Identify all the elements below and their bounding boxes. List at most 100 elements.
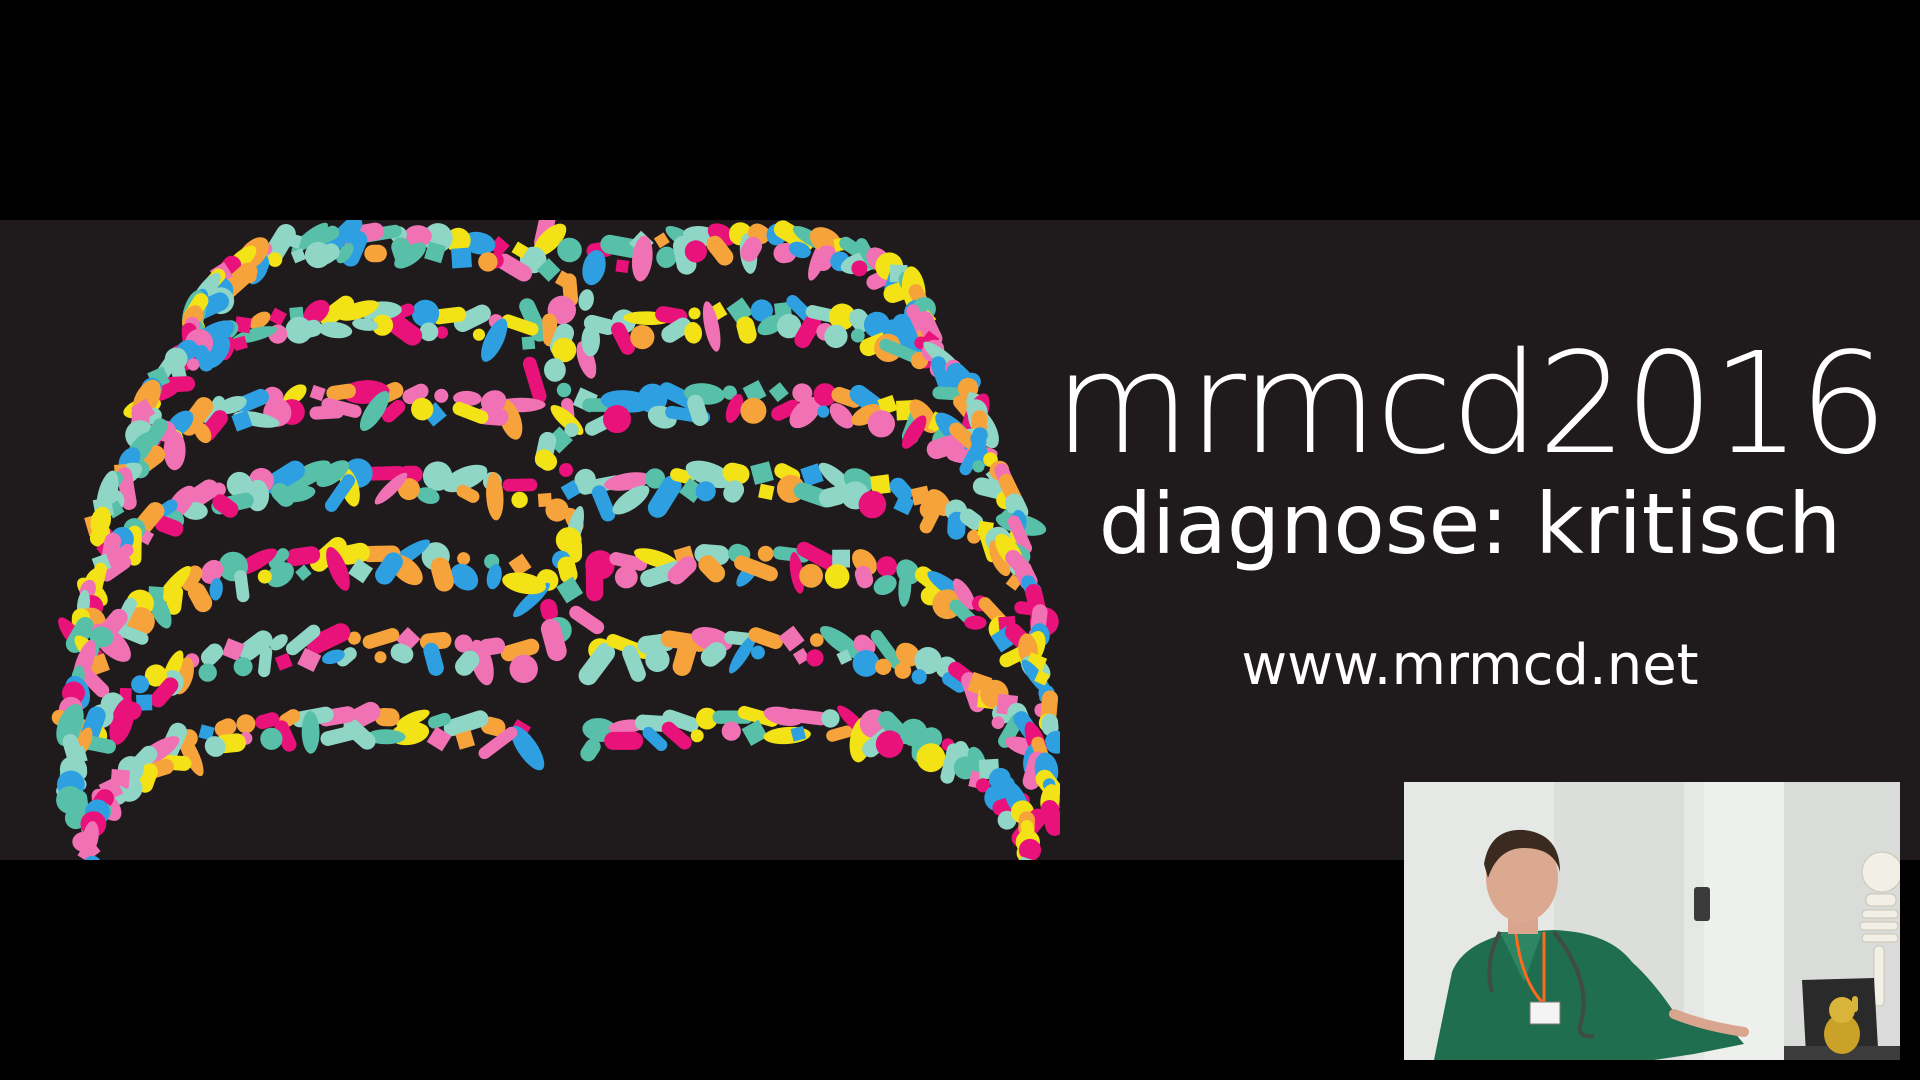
speaker-person bbox=[1434, 829, 1749, 1060]
pill-shape bbox=[337, 300, 379, 321]
pill-shape bbox=[796, 541, 838, 571]
pill-shape bbox=[609, 552, 648, 571]
pill-shape bbox=[702, 301, 721, 352]
pill-shape bbox=[647, 475, 682, 518]
pill-shape bbox=[742, 380, 767, 404]
pill-shape bbox=[154, 516, 184, 537]
pill-shape bbox=[165, 584, 184, 615]
pill-shape bbox=[768, 382, 789, 403]
pill-shape bbox=[940, 743, 961, 784]
pill-shape bbox=[809, 227, 842, 255]
pill-shape bbox=[486, 472, 504, 521]
pill-shape bbox=[916, 743, 946, 773]
pill-shape bbox=[234, 316, 252, 334]
pill-shape bbox=[672, 635, 698, 676]
pill-shape bbox=[870, 629, 903, 670]
pill-shape bbox=[789, 552, 805, 594]
pill-shape bbox=[826, 725, 853, 742]
pill-shape bbox=[578, 289, 594, 311]
pill-shape bbox=[578, 643, 616, 686]
pill-shape bbox=[306, 623, 351, 655]
pill-shape bbox=[364, 244, 387, 263]
pill-shape bbox=[214, 718, 237, 738]
pill-shape bbox=[622, 645, 646, 682]
pill-shape bbox=[374, 707, 400, 727]
pill-shape bbox=[684, 240, 708, 263]
pill-shape bbox=[508, 553, 532, 577]
pill-shape bbox=[268, 307, 287, 326]
pill-shape bbox=[734, 555, 778, 582]
pill-shape bbox=[667, 556, 697, 585]
pill-shape bbox=[870, 474, 891, 495]
pill-shape bbox=[502, 478, 538, 492]
pill-shape bbox=[576, 341, 597, 379]
pill-shape bbox=[326, 383, 356, 401]
pill-shape bbox=[348, 558, 374, 584]
pill-shape bbox=[914, 647, 942, 675]
pill-shape bbox=[318, 321, 353, 339]
pill-shape bbox=[832, 549, 851, 568]
pill-shape bbox=[411, 397, 434, 421]
pill-shape bbox=[144, 664, 167, 687]
pill-shape bbox=[266, 562, 294, 588]
pill-shape bbox=[411, 299, 440, 328]
pill-shape bbox=[1041, 713, 1059, 737]
pill-shape bbox=[316, 460, 350, 487]
pill-shape bbox=[451, 247, 472, 269]
pill-shape bbox=[792, 383, 813, 403]
pill-shape bbox=[559, 463, 573, 477]
pill-shape bbox=[794, 314, 821, 349]
pill-shape bbox=[728, 633, 757, 674]
pill-shape bbox=[792, 647, 810, 665]
pill-shape bbox=[430, 557, 454, 592]
pill-shape bbox=[501, 314, 539, 336]
pill-shape bbox=[585, 562, 604, 602]
pill-shape bbox=[274, 652, 293, 671]
pill-shape bbox=[187, 582, 213, 613]
pill-shape bbox=[481, 318, 508, 362]
pill-shape bbox=[695, 481, 716, 502]
pill-shape bbox=[453, 304, 491, 332]
pill-shape bbox=[789, 397, 821, 429]
pill-shape bbox=[818, 462, 853, 492]
pill-shape bbox=[303, 299, 330, 325]
pill-shape bbox=[478, 252, 498, 272]
pill-shape bbox=[852, 649, 880, 677]
pill-shape bbox=[582, 250, 606, 286]
pill-shape bbox=[591, 485, 616, 522]
pill-shape bbox=[1007, 515, 1033, 555]
pill-shape bbox=[234, 570, 250, 603]
pill-shape bbox=[374, 651, 387, 664]
pill-shape bbox=[824, 564, 850, 589]
event-url: www.mrmcd.net bbox=[1241, 633, 1699, 698]
pill-shape bbox=[751, 645, 765, 660]
pill-shape bbox=[519, 298, 548, 342]
pill-shape bbox=[391, 237, 414, 266]
pill-shape bbox=[540, 598, 559, 622]
pill-shape bbox=[200, 643, 224, 666]
pill-shape bbox=[604, 731, 644, 750]
pill-shape bbox=[500, 638, 540, 662]
pill-shape bbox=[347, 631, 361, 645]
pill-shape bbox=[186, 358, 200, 371]
pill-shape bbox=[177, 730, 204, 777]
pill-shape bbox=[725, 394, 744, 423]
pill-shape bbox=[522, 356, 547, 404]
pill-shape bbox=[757, 545, 774, 562]
pill-shape bbox=[457, 552, 471, 566]
pill-shape bbox=[443, 710, 489, 737]
pill-shape bbox=[580, 738, 601, 762]
pill-shape bbox=[919, 502, 943, 534]
pill-shape bbox=[959, 508, 984, 531]
pill-shape bbox=[614, 565, 638, 589]
pill-shape bbox=[740, 236, 763, 262]
pill-shape bbox=[366, 729, 406, 745]
pill-shape bbox=[194, 422, 212, 444]
pill-shape bbox=[615, 259, 630, 274]
wall-switch-icon bbox=[1694, 887, 1710, 921]
pill-shape bbox=[910, 485, 931, 506]
pill-shape bbox=[696, 707, 718, 730]
pill-shape bbox=[901, 415, 927, 449]
pill-shape bbox=[722, 385, 737, 400]
